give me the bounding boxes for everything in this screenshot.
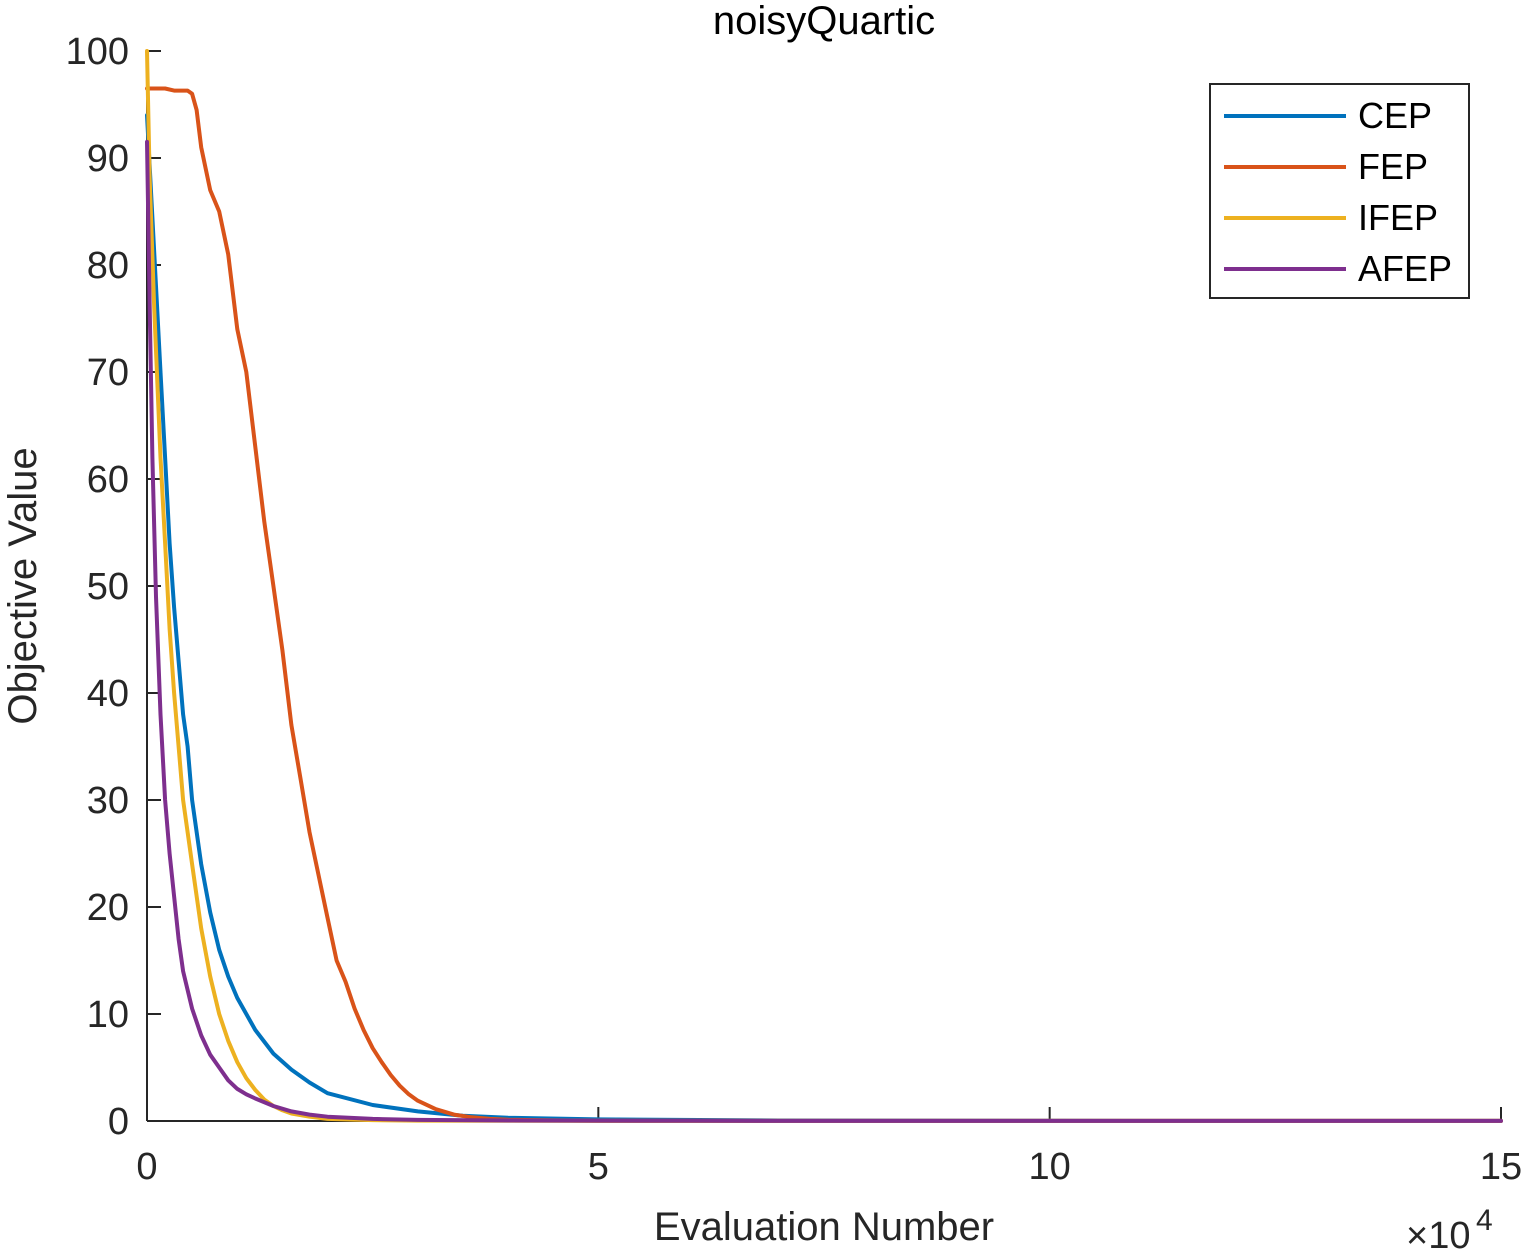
axes: 0 10 20 30 40 50 60 70 80 90 100 0 5 10 15 xyxy=(66,31,1523,1188)
chart-title: noisyQuartic xyxy=(713,0,935,43)
x-exponent-power: 4 xyxy=(1476,1204,1493,1237)
x-exponent: ×10 4 xyxy=(1406,1204,1493,1251)
x-tick-label: 5 xyxy=(588,1146,609,1188)
y-tick-label: 30 xyxy=(87,780,129,822)
y-tick-label: 40 xyxy=(87,673,129,715)
x-exponent-base: ×10 xyxy=(1406,1215,1470,1251)
legend-label: IFEP xyxy=(1358,197,1438,238)
y-tick-label: 90 xyxy=(87,138,129,180)
x-tick-label: 0 xyxy=(136,1146,157,1188)
legend-label: CEP xyxy=(1358,95,1432,136)
y-tick-label: 60 xyxy=(87,459,129,501)
y-axis-label: Objective Value xyxy=(1,447,45,724)
y-tick-label: 80 xyxy=(87,245,129,287)
x-axis-label: Evaluation Number xyxy=(654,1205,994,1249)
legend-label: AFEP xyxy=(1358,248,1452,289)
y-tick-label: 0 xyxy=(108,1101,129,1143)
y-tick-label: 50 xyxy=(87,566,129,608)
y-tick-label: 70 xyxy=(87,352,129,394)
legend-label: FEP xyxy=(1358,146,1428,187)
x-tick-label: 15 xyxy=(1480,1146,1522,1188)
y-tick-label: 20 xyxy=(87,887,129,929)
legend-box xyxy=(1209,83,1470,299)
series-lines xyxy=(145,49,1503,1123)
series-line-afep xyxy=(145,139,1503,1123)
legend: CEP FEP IFEP AFEP xyxy=(1209,83,1470,299)
y-tick-label: 100 xyxy=(66,31,129,73)
x-tick-label: 10 xyxy=(1029,1146,1071,1188)
y-tick-label: 10 xyxy=(87,994,129,1036)
